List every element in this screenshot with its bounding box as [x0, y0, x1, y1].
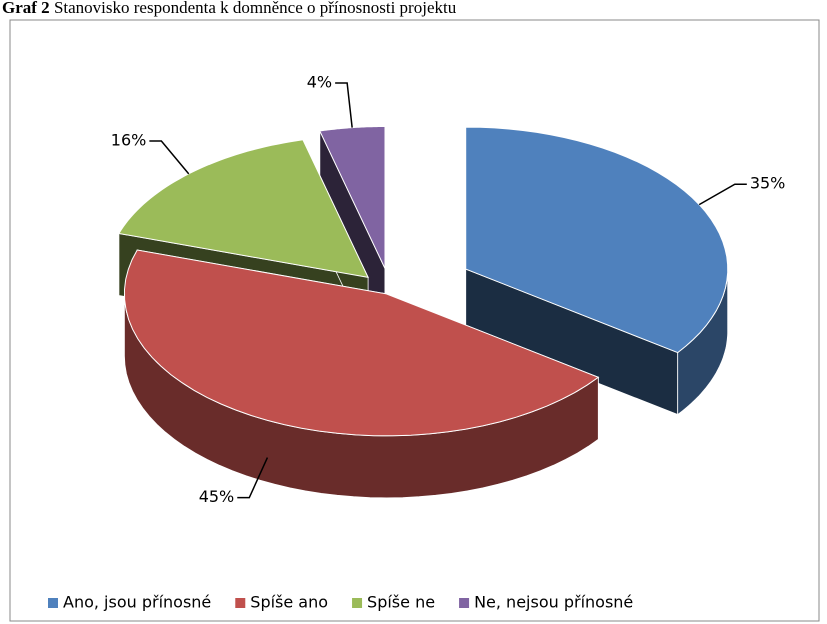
leader-line	[149, 140, 190, 175]
pie-slice	[465, 126, 729, 416]
chart-title: Stanovisko respondenta k domněnce o přín…	[54, 0, 457, 17]
data-label: 45%	[199, 487, 235, 506]
figure-label: Graf 2	[2, 0, 50, 17]
legend-label: Ano, jsou přínosné	[63, 593, 211, 612]
legend-label: Ne, nejsou přínosné	[474, 593, 633, 612]
data-label: 35%	[750, 174, 786, 193]
leader-line	[698, 183, 747, 206]
data-label: 16%	[111, 131, 147, 150]
data-label: 4%	[307, 72, 332, 91]
leader-line	[237, 457, 269, 499]
legend-label: Spíše ne	[367, 593, 435, 612]
legend-swatch	[352, 598, 363, 608]
legend-label: Spíše ano	[250, 593, 328, 612]
legend-swatch	[459, 598, 470, 608]
pie-slice	[123, 249, 600, 499]
legend-swatch	[48, 598, 58, 608]
slice-top	[123, 249, 600, 437]
legend-swatch	[235, 598, 246, 608]
chart-title-block: Graf 2 Stanovisko respondenta k domněnce…	[2, 0, 457, 17]
leader-line	[335, 82, 353, 128]
